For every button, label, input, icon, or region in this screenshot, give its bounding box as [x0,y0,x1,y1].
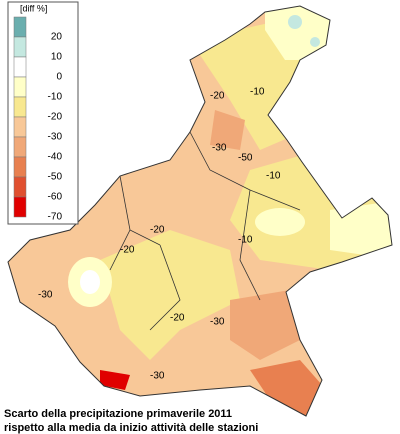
legend-swatch [13,96,27,118]
legend-label: -50 [48,172,63,183]
legend-swatch [13,196,27,218]
legend-swatch [13,116,27,138]
legend-label: -20 [48,112,63,123]
contour-label: -30 [212,143,227,154]
contour-label: -30 [150,371,165,382]
legend-label: 20 [51,32,63,43]
contour-label: -30 [210,317,225,328]
legend-swatch [13,56,27,78]
legend-label: 0 [56,72,62,83]
contour-label: -20 [120,245,135,256]
caption-line: rispetto alla media da inizio attività d… [4,422,258,434]
contour-label: -20 [170,313,185,324]
legend-label: 10 [51,52,63,63]
legend-label: -60 [48,192,63,203]
legend-swatch [13,16,27,38]
legend-label: -30 [48,132,63,143]
legend-swatch [13,76,27,98]
contour-labels: -10 -20 -30 -50 -10 -20 -10 -30 -20 -30 … [38,87,281,382]
contour-label: -30 [38,290,53,301]
legend: [diff %] 20 10 0 -10 -20 -30 -40 -50 -60 -70 [7,1,79,225]
contour-label: -10 [266,171,281,182]
legend-swatch [13,176,27,198]
legend-swatch [13,156,27,178]
legend-label: -70 [48,212,63,223]
legend-label: -10 [48,92,63,103]
legend-title: [diff %] [20,3,47,13]
caption-line: Scarto della precipitazione primaverile … [4,408,232,420]
legend-label: -40 [48,152,63,163]
legend-swatch [13,36,27,58]
contour-label: -50 [238,153,253,164]
province-borders [109,131,301,331]
contour-label: -10 [238,235,253,246]
contour-label: -20 [150,225,165,236]
contour-label: -20 [210,91,225,102]
contour-label: -10 [250,87,265,98]
legend-swatch [13,136,27,158]
